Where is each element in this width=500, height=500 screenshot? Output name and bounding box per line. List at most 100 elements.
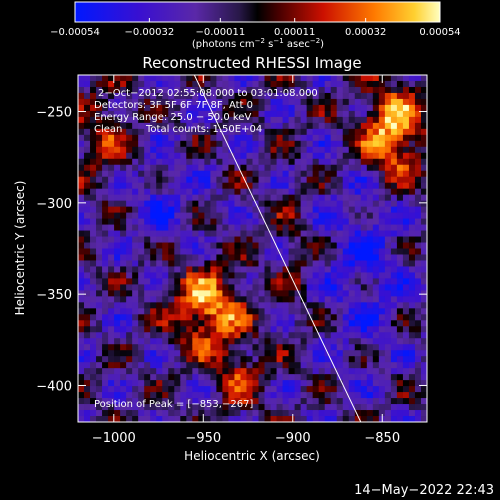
heatmap-cell	[126, 254, 133, 262]
heatmap-cell	[102, 302, 109, 309]
heatmap-cell	[246, 188, 254, 196]
heatmap-cell	[120, 92, 127, 100]
heatmap-cell	[330, 416, 338, 422]
heatmap-cell	[360, 326, 368, 333]
heatmap-cell	[276, 176, 284, 184]
heatmap-cell	[228, 86, 236, 94]
heatmap-cell	[294, 212, 302, 220]
heatmap-cell	[102, 362, 109, 369]
heatmap-cell	[402, 332, 410, 339]
heatmap-cell	[354, 206, 362, 214]
heatmap-cell	[198, 308, 205, 315]
heatmap-cell	[270, 188, 278, 196]
heatmap-cell	[390, 92, 398, 100]
heatmap-cell	[174, 152, 181, 160]
heatmap-cell	[168, 164, 175, 172]
heatmap-cell	[168, 242, 175, 250]
heatmap-cell	[300, 284, 308, 291]
heatmap-cell	[156, 320, 163, 327]
heatmap-cell	[348, 404, 356, 411]
heatmap-cell	[408, 416, 416, 422]
heatmap-cell	[408, 236, 416, 244]
heatmap-cell	[114, 320, 121, 327]
heatmap-cell	[222, 128, 230, 136]
heatmap-cell	[360, 242, 368, 250]
heatmap-cell	[420, 116, 427, 124]
heatmap-cell	[420, 302, 427, 309]
heatmap-cell	[192, 398, 199, 405]
heatmap-cell	[114, 122, 121, 130]
heatmap-cell	[96, 200, 103, 208]
heatmap-cell	[186, 302, 193, 309]
heatmap-cell	[180, 380, 187, 387]
heatmap-cell	[198, 170, 205, 178]
heatmap-cell	[216, 404, 224, 411]
heatmap-cell	[318, 182, 326, 190]
heatmap-cell	[132, 92, 139, 100]
heatmap-cell	[360, 224, 368, 232]
heatmap-cell	[156, 224, 163, 232]
heatmap-cell	[216, 392, 224, 399]
heatmap-cell	[348, 260, 356, 268]
heatmap-cell	[402, 380, 410, 387]
heatmap-cell	[348, 362, 356, 369]
heatmap-cell	[216, 104, 224, 112]
heatmap-cell	[264, 320, 272, 327]
heatmap-cell	[84, 278, 91, 285]
heatmap-cell	[312, 386, 320, 393]
heatmap-cell	[312, 266, 320, 274]
heatmap-cell	[264, 296, 272, 303]
heatmap-cell	[396, 104, 404, 112]
heatmap-cell	[84, 338, 91, 345]
heatmap-cell	[246, 392, 254, 399]
heatmap-cell	[114, 224, 121, 232]
heatmap-cell	[228, 164, 236, 172]
heatmap-cell	[306, 314, 314, 321]
heatmap-cell	[288, 260, 296, 268]
heatmap-cell	[336, 128, 344, 136]
heatmap-cell	[360, 218, 368, 226]
heatmap-cell	[312, 290, 320, 297]
heatmap-cell	[354, 110, 362, 118]
heatmap-cell	[240, 338, 248, 345]
heatmap-cell	[216, 350, 224, 357]
heatmap-cell	[372, 146, 380, 154]
heatmap-cell	[180, 116, 187, 124]
heatmap-cell	[306, 380, 314, 387]
heatmap-cell	[234, 398, 242, 405]
y-tick-label: −250	[36, 106, 72, 121]
heatmap-cell	[78, 110, 85, 118]
heatmap-cell	[384, 254, 392, 262]
heatmap-cell	[120, 332, 127, 339]
heatmap-cell	[372, 410, 380, 417]
heatmap-cell	[150, 380, 157, 387]
heatmap-cell	[282, 398, 290, 405]
heatmap-cell	[402, 212, 410, 220]
heatmap-cell	[324, 218, 332, 226]
heatmap-cell	[186, 356, 193, 363]
heatmap-cell	[204, 374, 211, 381]
heatmap-cell	[180, 176, 187, 184]
heatmap-cell	[330, 98, 338, 106]
heatmap-cell	[378, 140, 386, 148]
heatmap-cell	[90, 188, 97, 196]
heatmap-cell	[186, 182, 193, 190]
heatmap-cell	[342, 98, 350, 106]
heatmap-cell	[342, 404, 350, 411]
heatmap-cell	[210, 92, 217, 100]
heatmap-cell	[246, 80, 254, 88]
heatmap-cell	[270, 290, 278, 297]
heatmap-cell	[198, 296, 205, 303]
heatmap-cell	[222, 398, 230, 405]
heatmap-cell	[180, 104, 187, 112]
heatmap-cell	[318, 404, 326, 411]
heatmap-cell	[222, 416, 230, 422]
heatmap-cell	[192, 116, 199, 124]
heatmap-cell	[120, 284, 127, 291]
heatmap-cell	[204, 392, 211, 399]
heatmap-cell	[402, 410, 410, 417]
heatmap-cell	[96, 260, 103, 268]
heatmap-cell	[144, 302, 151, 309]
heatmap-cell	[84, 386, 91, 393]
heatmap-cell	[336, 80, 344, 88]
